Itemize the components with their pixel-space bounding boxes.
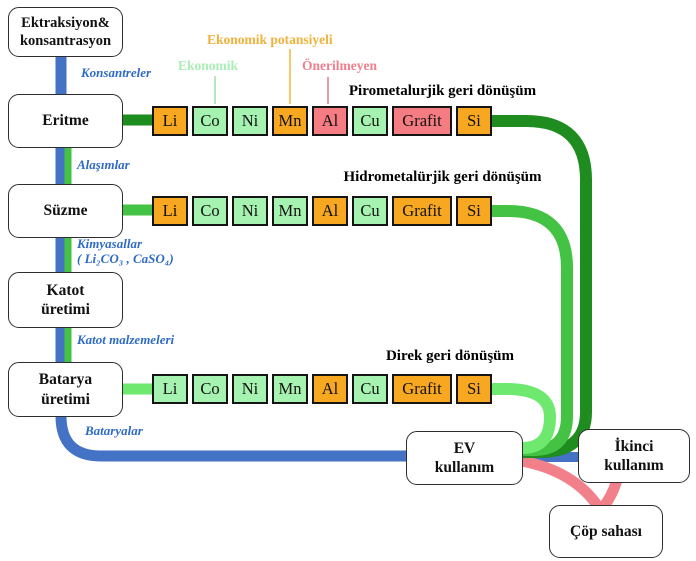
end-box-cop-sahasi: Çöp sahası (549, 505, 663, 558)
process-box-batarya-uretimi: Batarya üretimi (8, 362, 123, 417)
element-cell: Mn (272, 196, 308, 226)
process-box-label: üretimi (41, 390, 90, 408)
process-box-label: Ektraksiyon& (21, 14, 110, 31)
flow-darkgreen-row1-return (484, 115, 592, 458)
element-cell: Li (152, 196, 188, 226)
legend-pointer-red (327, 77, 329, 104)
legend-pointer-orange (289, 49, 291, 104)
process-box-label: Katot (46, 281, 85, 299)
flow-midgreen-row2-return (484, 205, 573, 456)
end-box-label: İkinci (614, 437, 654, 455)
row-title-pirometalurjik: Pirometalurjik geri dönüşüm (348, 83, 537, 99)
element-cell: Cu (352, 374, 388, 404)
process-box-label: Batarya (38, 371, 93, 389)
element-cell: Si (456, 196, 492, 226)
end-box-label: kullanım (434, 459, 495, 476)
process-box-label: üretimi (41, 301, 90, 318)
end-box-ev-kullanim: EV kullanım (406, 431, 523, 485)
end-box-label: Çöp sahası (570, 522, 642, 540)
flow-label-konsantreler: Konsantreler (81, 65, 152, 80)
element-cell: Grafit (392, 106, 452, 136)
element-cell: Mn (272, 106, 308, 136)
element-cell: Grafit (392, 374, 452, 404)
element-cell: Al (312, 106, 348, 136)
legend-pointer-green (214, 76, 216, 104)
element-cell: Si (456, 106, 492, 136)
element-cell: Mn (272, 374, 308, 404)
process-box-label: Süzme (43, 202, 88, 220)
flow-label-alasimlar: Alaşımlar (77, 157, 130, 172)
element-cell: Al (312, 196, 348, 226)
element-cell: Li (152, 106, 188, 136)
row-title-direk: Direk geri dönüşüm (385, 348, 515, 364)
process-box-extraction: Ektraksiyon& konsantrasyon (8, 7, 123, 57)
end-box-label: kullanım (604, 457, 664, 474)
process-box-suzme: Süzme (8, 184, 123, 238)
flow-label-kimyasallar-line2: ( Li₂CO₃ , CaSO₄) (77, 250, 174, 266)
element-cell: Co (192, 106, 228, 136)
end-box-ikinci-kullanim: İkinci kullanım (578, 429, 690, 483)
flow-label-katot-malzemeleri: Katot malzemeleri (77, 332, 175, 347)
flow-label-kimyasallar: Kimyasallar ( Li₂CO₃ , CaSO₄) (77, 236, 174, 267)
element-row-pirometalurjik: Li Co Ni Mn Al Cu Grafit Si (152, 106, 492, 136)
element-cell: Co (192, 374, 228, 404)
flow-label-kimyasallar-line1: Kimyasallar (77, 236, 143, 251)
element-cell: Li (152, 374, 188, 404)
element-cell: Co (192, 196, 228, 226)
flow-blue-main-bataryalar (55, 46, 416, 462)
legend-not-recommended: Önerilmeyen (302, 58, 377, 73)
element-row-hidrometalurjik: Li Co Ni Mn Al Cu Grafit Si (152, 196, 492, 226)
element-cell: Al (312, 374, 348, 404)
row-title-hidrometalurjik: Hidrometalürjik geri dönüşüm (343, 169, 542, 185)
process-box-katot-uretimi: Katot üretimi (8, 272, 123, 328)
flow-red-ev-to-cop (516, 455, 606, 517)
element-row-direk: Li Co Ni Mn Al Cu Grafit Si (152, 374, 492, 404)
element-cell: Si (456, 374, 492, 404)
legend-economic-potential: Ekonomik potansiyeli (207, 32, 333, 47)
flow-lightgreen-row3-return (484, 383, 557, 454)
end-box-label: EV (453, 439, 476, 457)
process-box-eritme: Eritme (8, 94, 123, 148)
element-cell: Cu (352, 106, 388, 136)
element-cell: Cu (352, 196, 388, 226)
element-cell: Ni (232, 374, 268, 404)
element-cell: Grafit (392, 196, 452, 226)
flow-label-bataryalar: Bataryalar (85, 423, 143, 438)
element-cell: Ni (232, 196, 268, 226)
legend-economic: Ekonomik (178, 58, 239, 73)
process-box-label: Eritme (42, 112, 89, 130)
process-box-label: konsantrasyon (19, 33, 112, 49)
element-cell: Ni (232, 106, 268, 136)
